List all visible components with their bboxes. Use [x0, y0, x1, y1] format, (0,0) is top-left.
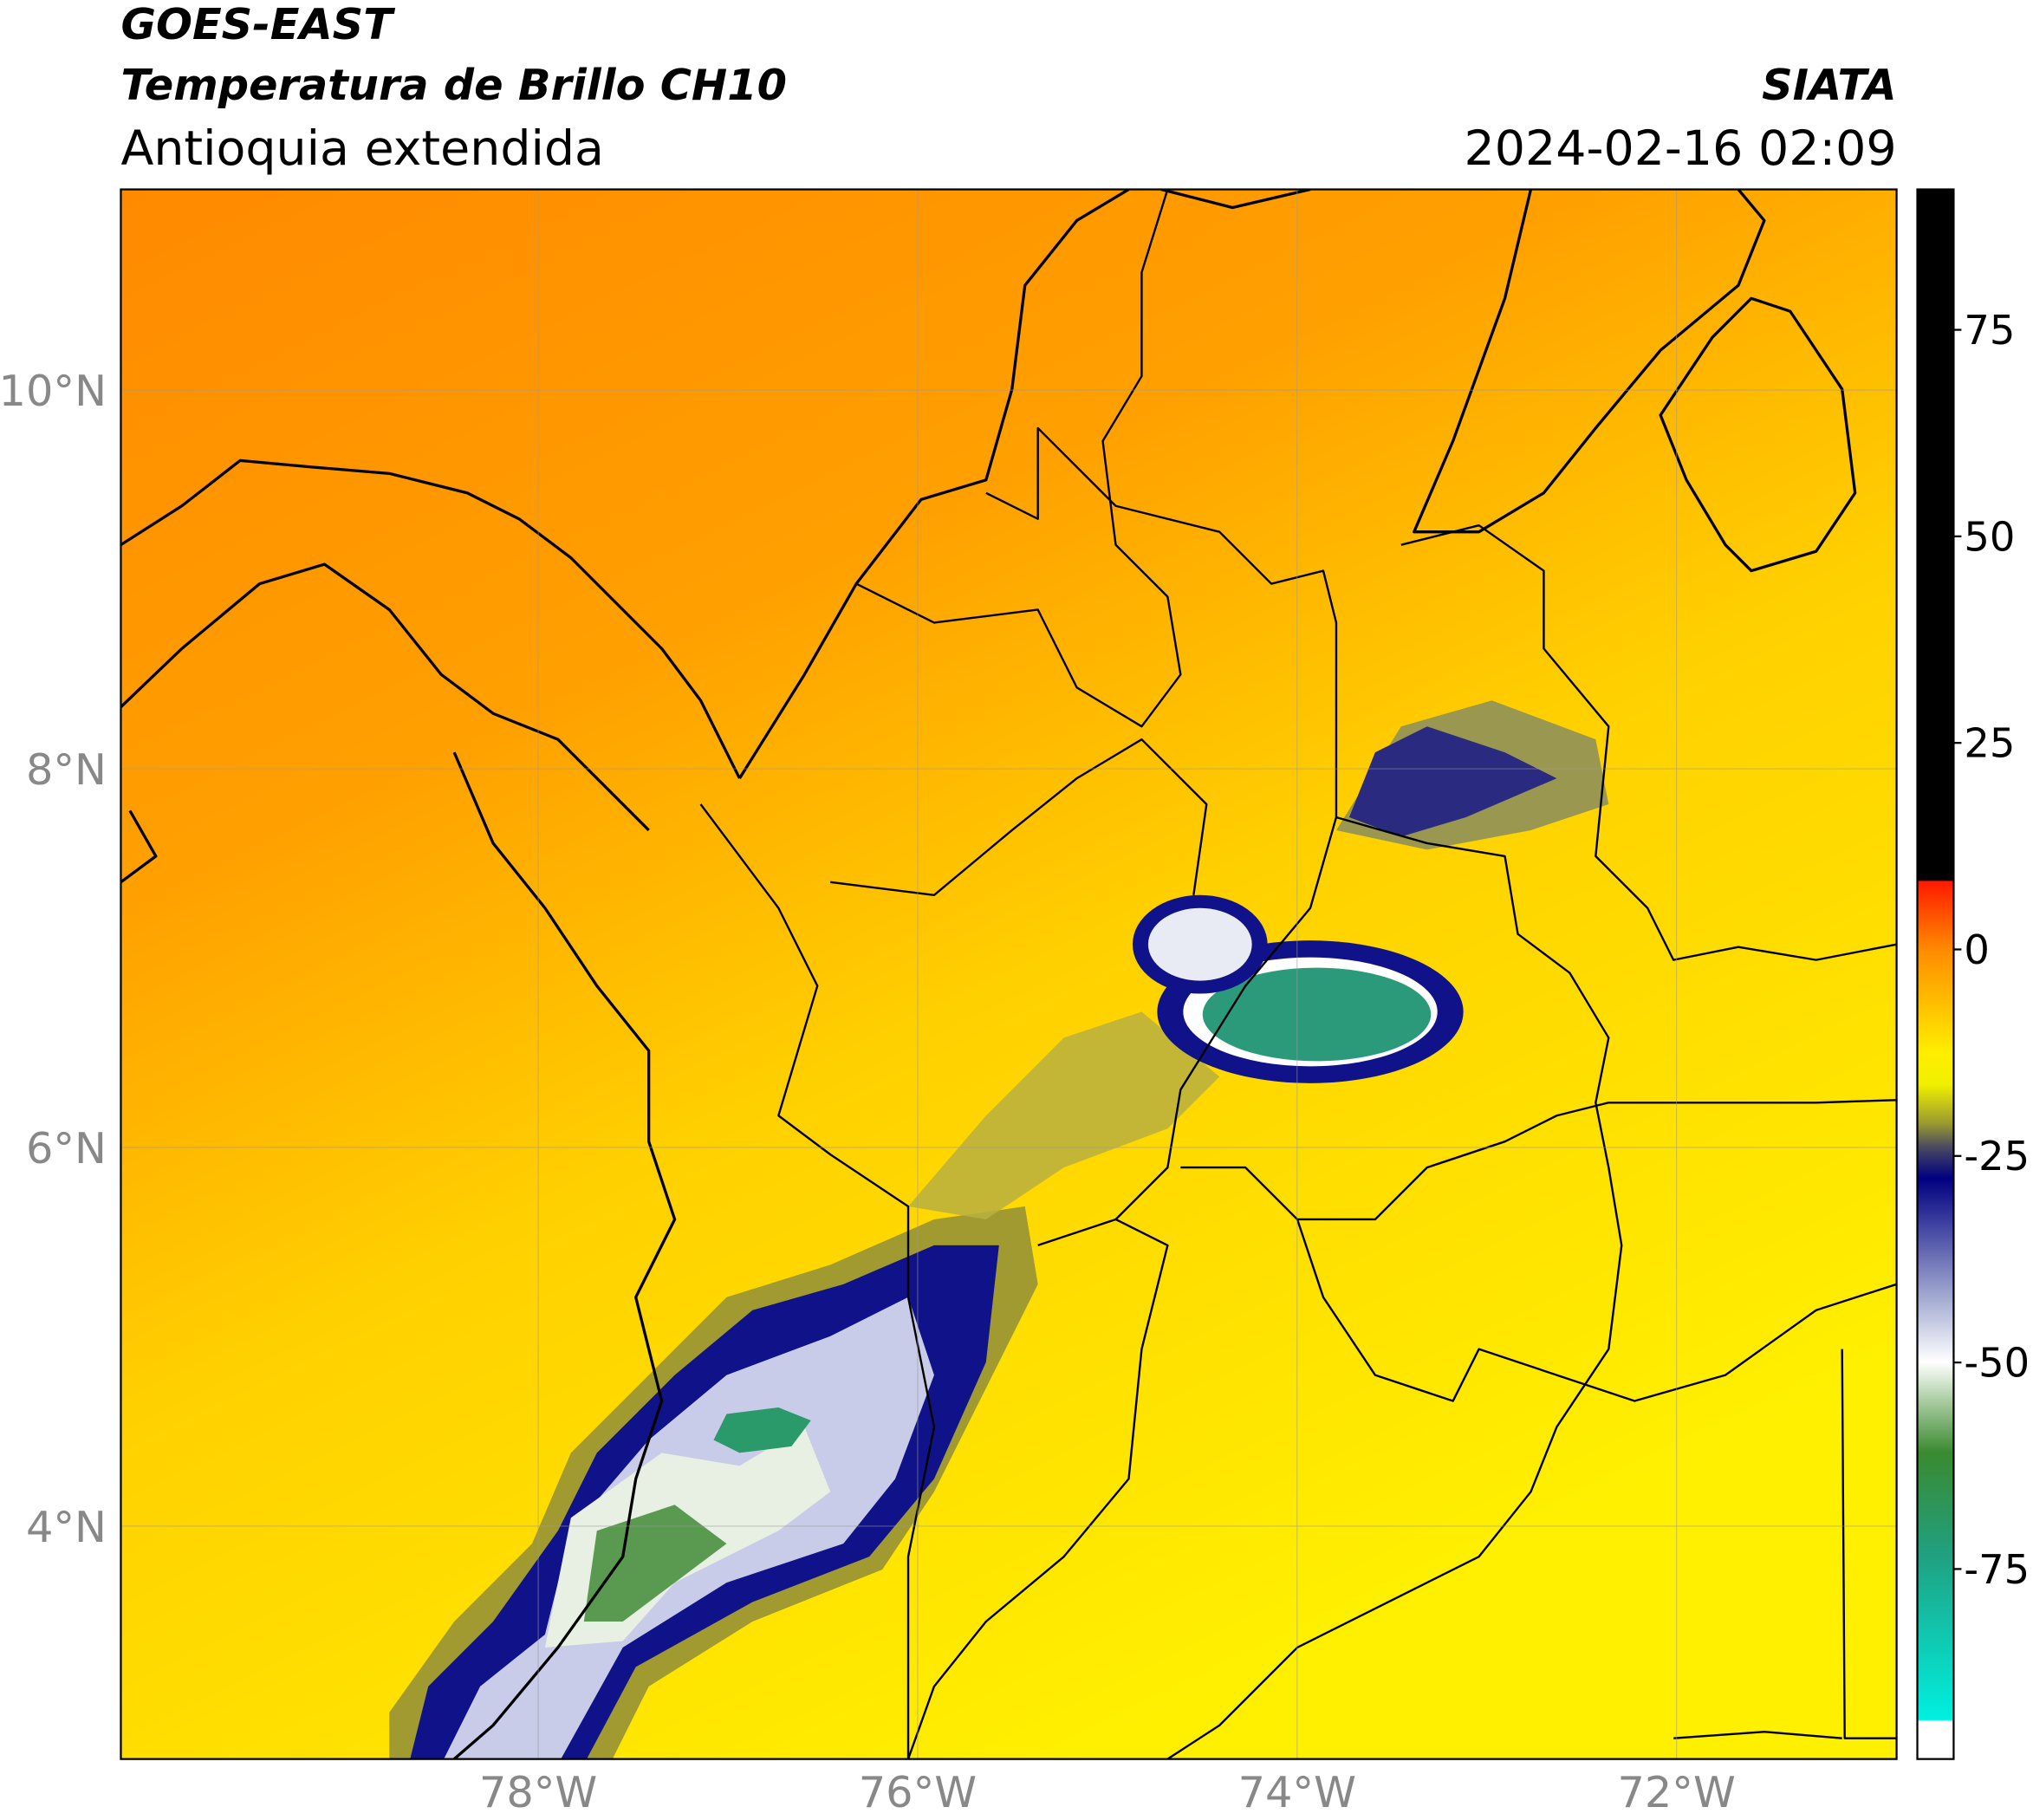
- map-background: [120, 189, 1897, 1759]
- cloud: [583, 1505, 727, 1622]
- cloud: [713, 1407, 811, 1453]
- border: [855, 189, 1182, 728]
- source: SIATA: [1762, 60, 1896, 110]
- x-tick-label: 74°W: [1238, 1767, 1356, 1817]
- colorbar-tick-label: -75: [1964, 1546, 2030, 1593]
- cloud: [1348, 726, 1557, 837]
- y-tick-label: 6°N: [26, 1123, 107, 1173]
- lake: [1659, 296, 1857, 573]
- datetime: 2024-02-16 02:09: [1465, 121, 1897, 177]
- x-tick-label: 72°W: [1617, 1767, 1735, 1817]
- coastline: [120, 458, 741, 779]
- colorbar-tick-label: -25: [1964, 1133, 2030, 1180]
- coastline: [452, 751, 677, 1759]
- border: [830, 738, 1208, 896]
- border: [906, 1218, 1897, 1759]
- map-image: [120, 189, 1897, 1759]
- region: Antioquia extendida: [120, 121, 603, 177]
- colorbar-tick-label: -50: [1964, 1340, 2030, 1387]
- coastline: [120, 809, 158, 884]
- y-tick-label: 8°N: [26, 744, 107, 795]
- grid: [120, 189, 1897, 1759]
- x-tick-label: 76°W: [859, 1767, 977, 1817]
- x-tick-label: 78°W: [479, 1767, 597, 1817]
- y-tick-label: 4°N: [26, 1502, 107, 1552]
- colorbar-tick-label: 75: [1964, 307, 2015, 354]
- y-tick-label: 10°N: [0, 366, 107, 416]
- coastline: [738, 189, 1130, 779]
- map-frame: [120, 188, 1898, 1760]
- product: Temperatura de Brillo CH10: [120, 60, 787, 110]
- border: [985, 426, 1338, 1247]
- coastline: [120, 562, 650, 832]
- border: [1166, 816, 1623, 1759]
- colorbar-tick-label: 25: [1964, 720, 2015, 767]
- colorbar-tick-label: 0: [1964, 926, 1990, 973]
- coastline: [1160, 189, 1766, 534]
- border: [1180, 1099, 1897, 1221]
- colorbar-tick-label: 50: [1964, 513, 2015, 560]
- border: [699, 803, 936, 1759]
- colorbar: [1916, 188, 1955, 1760]
- border: [1400, 524, 1897, 961]
- cloud: [1147, 907, 1252, 981]
- title: GOES-EAST: [120, 0, 395, 49]
- cloud: [908, 1011, 1220, 1219]
- border: [1673, 1349, 1897, 1739]
- cloud: [1202, 967, 1432, 1062]
